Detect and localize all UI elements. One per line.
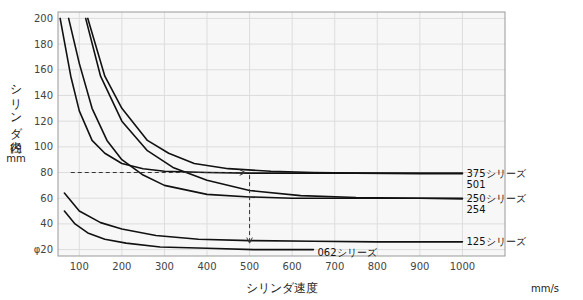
y-tick-label: 180 <box>34 39 53 50</box>
y-tick-label: 80 <box>40 167 53 178</box>
reference-arrow <box>249 175 250 243</box>
grid-line-y <box>58 95 505 96</box>
series-line <box>60 18 462 173</box>
reference-arrow <box>71 172 246 173</box>
grid-line-x <box>79 12 80 256</box>
x-tick-label: 800 <box>368 261 387 272</box>
chart: 100 200 300 400 500 600 700 800 900 1000 φ20 40 60 80… <box>0 0 583 300</box>
y-tick-label: 200 <box>34 13 53 24</box>
y-axis-unit: mm <box>6 153 25 164</box>
grid <box>58 12 505 256</box>
series-group <box>60 18 462 249</box>
series-label: 375シリーズ <box>466 168 526 179</box>
x-axis-unit: mm/s <box>531 283 559 294</box>
y-tick-label: 140 <box>34 90 53 101</box>
series-line <box>64 193 462 242</box>
series-label: 501 <box>466 179 485 190</box>
grid-line-y <box>58 121 505 122</box>
series-label: 254 <box>466 204 485 215</box>
grid-line-x <box>377 12 378 256</box>
y-tick-label: φ20 <box>34 244 53 255</box>
grid-line-x <box>121 12 122 256</box>
series-label: 125シリーズ <box>466 236 526 247</box>
x-tick-label: 900 <box>410 261 429 272</box>
series-label: 062シリーズ <box>317 247 377 258</box>
grid-line-x <box>207 12 208 256</box>
grid-line-x <box>164 12 165 256</box>
series-line <box>64 211 313 250</box>
grid-line-x <box>462 12 463 256</box>
x-tick-label: 1000 <box>450 261 475 272</box>
grid-line-x <box>334 12 335 256</box>
plot-frame <box>58 12 505 256</box>
x-tick-label: 600 <box>283 261 302 272</box>
y-tick-label: 60 <box>40 193 53 204</box>
grid-line-y <box>58 223 505 224</box>
y-tick-label: 160 <box>34 64 53 75</box>
x-tick-label: 100 <box>70 261 89 272</box>
y-tick-label: 100 <box>34 141 53 152</box>
y-tick-label: 120 <box>34 116 53 127</box>
series-line <box>86 18 463 198</box>
series-line <box>69 18 463 198</box>
grid-line-x <box>292 12 293 256</box>
grid-line-x <box>419 12 420 256</box>
x-tick-label: 300 <box>155 261 174 272</box>
x-tick-label: 500 <box>240 261 259 272</box>
grid-line-x <box>249 12 250 256</box>
plot-background <box>58 12 505 256</box>
x-tick-label: 400 <box>197 261 216 272</box>
x-axis-label: シリンダ速度 <box>246 281 318 295</box>
grid-line-y <box>58 146 505 147</box>
y-axis-label: シリンダ内径 <box>9 76 23 154</box>
y-tick-label: 40 <box>40 218 53 229</box>
series-label: 250シリーズ <box>466 193 526 204</box>
x-tick-label: 700 <box>325 261 344 272</box>
series-line <box>88 18 463 173</box>
grid-line-y <box>58 44 505 45</box>
grid-line-y <box>58 69 505 70</box>
grid-line-y <box>58 18 505 19</box>
x-tick-label: 200 <box>112 261 131 272</box>
